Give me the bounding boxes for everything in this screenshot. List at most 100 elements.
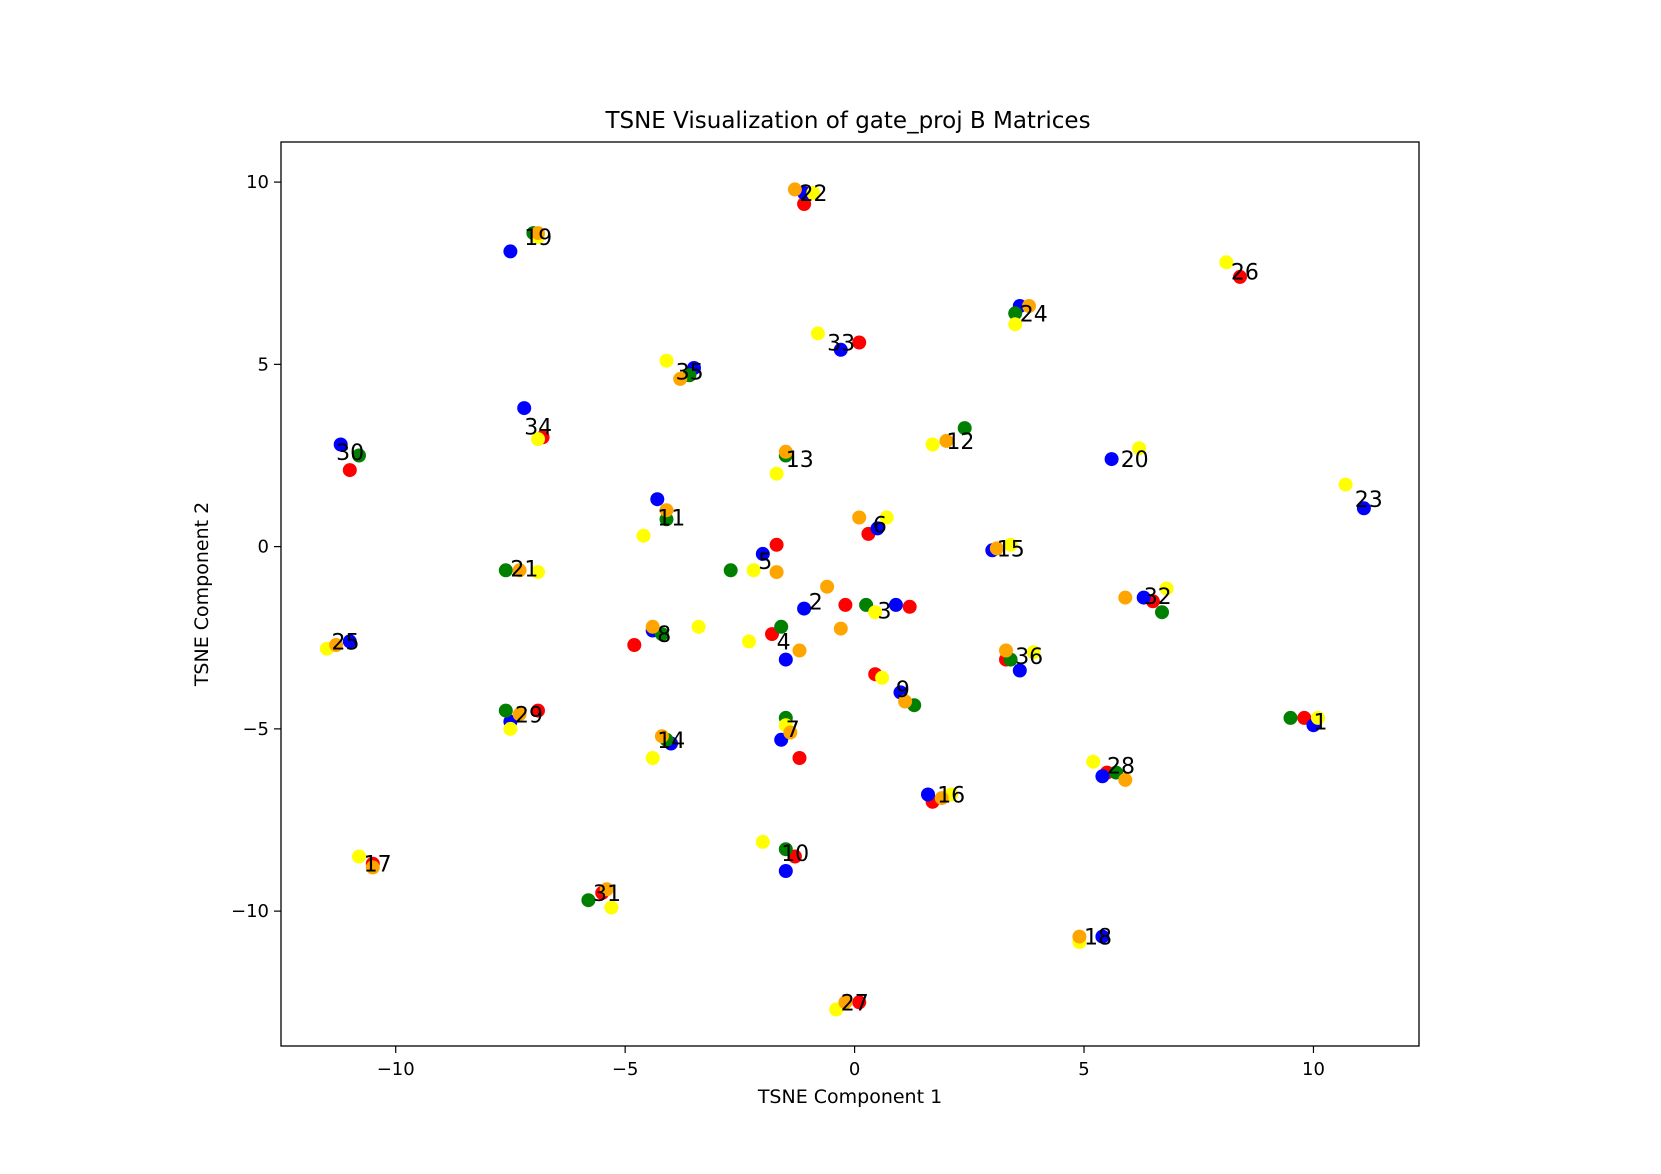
point-label: 20 xyxy=(1121,448,1149,473)
scatter-point-yellow xyxy=(659,353,674,368)
y-tick-label: −5 xyxy=(242,719,269,740)
scatter-point-blue xyxy=(833,342,848,357)
scatter-point-orange xyxy=(1118,772,1133,787)
scatter-point-blue xyxy=(755,546,770,561)
point-label: 32 xyxy=(1144,585,1172,610)
point-label: 30 xyxy=(336,441,364,466)
scatter-point-blue xyxy=(1104,452,1119,467)
scatter-point-yellow xyxy=(1003,537,1018,552)
point-label: 35 xyxy=(676,361,704,386)
scatter-point-blue xyxy=(778,652,793,667)
ticks-layer: −10 −5 0 5 10 10 5 0 −5 −10 xyxy=(231,172,1325,1080)
point-label: 16 xyxy=(937,784,965,809)
scatter-point-orange xyxy=(659,503,674,518)
scatter-point-yellow xyxy=(879,510,894,525)
point-label: 19 xyxy=(524,226,552,251)
point-label: 10 xyxy=(781,842,809,867)
point-label: 7 xyxy=(786,718,800,743)
point-label: 33 xyxy=(827,332,855,357)
scatter-point-orange xyxy=(783,725,798,740)
scatter-point-orange xyxy=(787,182,802,197)
scatter-point-orange xyxy=(792,643,807,658)
x-tick-label: −10 xyxy=(377,1059,415,1080)
scatter-point-green xyxy=(1283,710,1298,725)
scatter-point-yellow xyxy=(1026,645,1041,660)
x-tick-label: 5 xyxy=(1078,1059,1089,1080)
point-label: 12 xyxy=(946,430,974,455)
point-label: 13 xyxy=(786,448,814,473)
scatter-point-orange xyxy=(1072,929,1087,944)
scatter-point-yellow xyxy=(503,721,518,736)
scatter-point-orange xyxy=(778,444,793,459)
point-label: 15 xyxy=(997,537,1025,562)
scatter-point-yellow xyxy=(806,186,821,200)
point-label: 31 xyxy=(593,882,621,907)
point-label: 36 xyxy=(1015,645,1043,670)
point-label: 26 xyxy=(1231,260,1259,285)
scatter-point-green xyxy=(352,448,366,463)
scatter-point-orange xyxy=(989,541,1004,556)
scatter-point-green xyxy=(723,563,738,578)
scatter-point-red xyxy=(797,197,812,211)
scatter-point-yellow xyxy=(604,900,619,915)
point-label: 29 xyxy=(515,703,543,728)
scatter-point-yellow xyxy=(742,634,756,649)
x-axis-label: TSNE Component 1 xyxy=(757,1086,942,1108)
scatter-point-green xyxy=(1155,605,1169,620)
scatter-point-yellow xyxy=(352,849,366,864)
scatter-point-orange xyxy=(512,563,527,578)
scatter-point-blue xyxy=(333,437,348,452)
point-label: 11 xyxy=(657,507,685,532)
x-tick-label: 0 xyxy=(849,1059,860,1080)
point-label: 23 xyxy=(1355,488,1383,513)
points-layer xyxy=(319,182,1371,1017)
scatter-point-red xyxy=(1233,269,1247,284)
y-axis-label: TSNE Component 2 xyxy=(191,502,213,687)
scatter-point-green xyxy=(1008,306,1023,321)
scatter-point-red xyxy=(769,537,784,552)
point-label: 21 xyxy=(510,558,538,583)
scatter-point-red xyxy=(342,463,357,478)
x-tick-label: −5 xyxy=(612,1059,639,1080)
point-label: 1 xyxy=(1314,711,1328,736)
scatter-point-blue xyxy=(650,492,665,507)
scatter-point-yellow xyxy=(531,565,545,580)
y-tick-label: 0 xyxy=(258,537,269,558)
scatter-point-red xyxy=(627,638,642,652)
scatter-point-green xyxy=(778,842,793,857)
scatter-point-yellow xyxy=(1132,441,1147,456)
point-label: 18 xyxy=(1084,926,1112,951)
y-tick-label: 10 xyxy=(246,172,269,193)
scatter-point-green xyxy=(957,421,972,436)
point-label: 3 xyxy=(878,599,892,624)
scatter-point-orange xyxy=(1118,590,1133,605)
scatter-point-yellow xyxy=(868,605,883,620)
scatter-point-orange xyxy=(645,619,660,634)
scatter-point-yellow xyxy=(636,528,651,543)
scatter-point-blue xyxy=(778,864,793,878)
scatter-point-blue xyxy=(1136,590,1151,605)
scatter-point-blue xyxy=(503,244,518,259)
point-label: 25 xyxy=(332,630,360,655)
scatter-point-orange xyxy=(939,433,954,448)
scatter-point-orange xyxy=(838,995,853,1010)
point-label: 27 xyxy=(841,991,869,1016)
point-label: 34 xyxy=(524,415,552,440)
scatter-point-green xyxy=(498,703,513,718)
scatter-point-red xyxy=(852,335,867,350)
scatter-point-yellow xyxy=(1219,255,1234,270)
y-tick-label: −10 xyxy=(231,901,269,922)
point-label: 22 xyxy=(800,182,828,207)
point-label: 9 xyxy=(896,678,910,703)
scatter-point-orange xyxy=(852,510,867,525)
scatter-point-orange xyxy=(329,638,344,652)
point-label: 17 xyxy=(364,853,392,878)
scatter-point-red xyxy=(852,995,867,1010)
scatter-point-orange xyxy=(365,860,380,875)
point-label: 28 xyxy=(1107,754,1135,779)
scatter-point-orange xyxy=(999,643,1013,658)
scatter-point-blue xyxy=(921,787,935,802)
scatter-point-yellow xyxy=(925,437,940,452)
scatter-point-orange xyxy=(512,707,527,722)
scatter-point-yellow xyxy=(875,670,890,685)
